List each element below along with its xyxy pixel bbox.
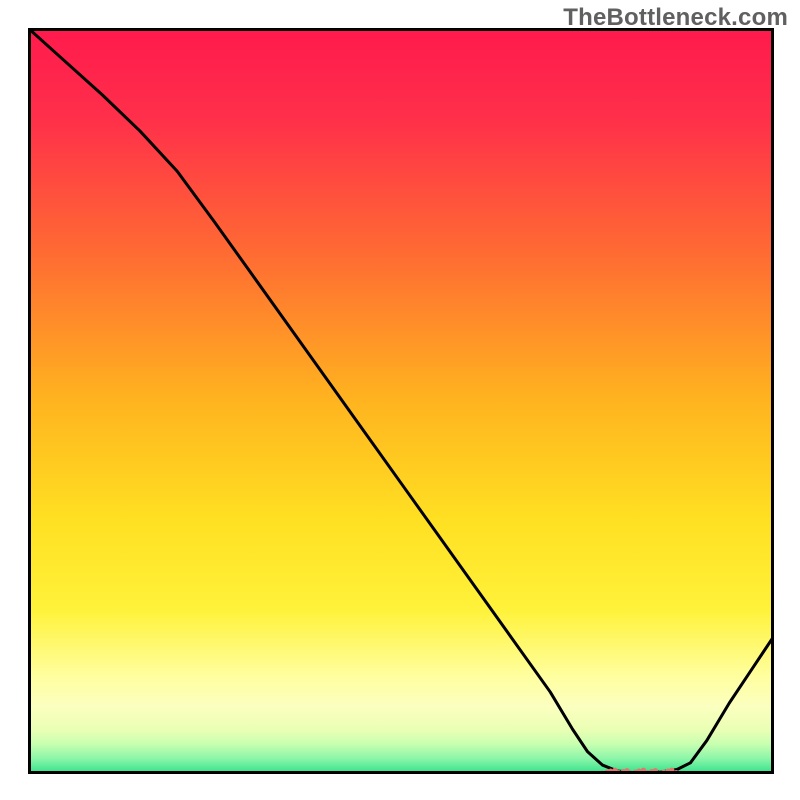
heatmap-gradient <box>28 28 774 774</box>
watermark-text: TheBottleneck.com <box>563 4 788 32</box>
chart-container: TheBottleneck.com <box>0 0 800 800</box>
plot-area <box>28 28 774 774</box>
